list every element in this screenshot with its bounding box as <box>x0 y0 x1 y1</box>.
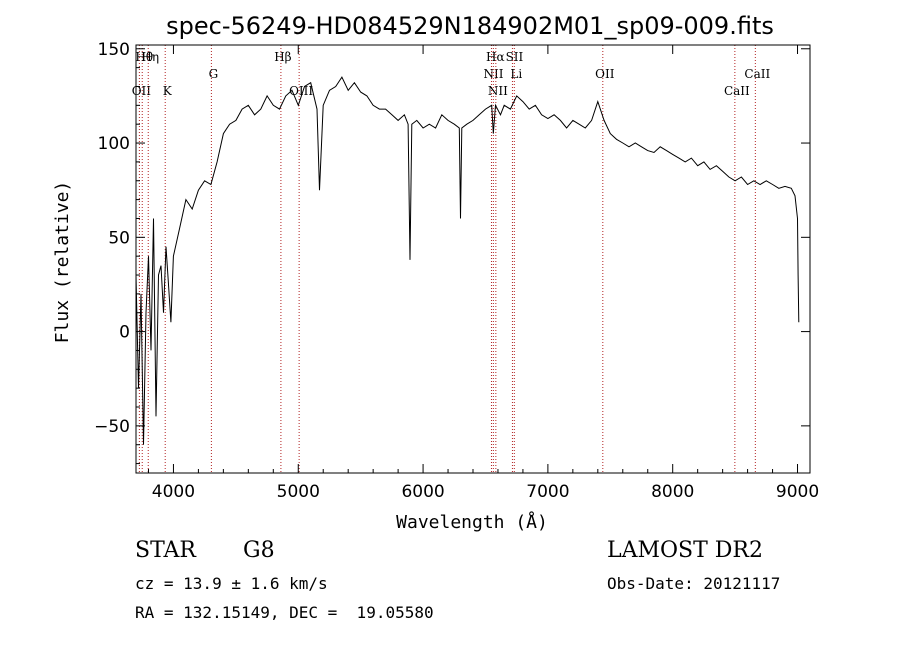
spectral-line-label-14: CaII <box>744 67 770 81</box>
spectral-line-label-2: Hη <box>141 50 159 64</box>
x-tick-label-0: 4000 <box>152 482 195 502</box>
x-axis-label: Wavelength (Å) <box>396 511 548 533</box>
x-tick-label-5: 9000 <box>776 482 819 502</box>
observation-date: Obs-Date: 20121117 <box>607 574 781 593</box>
spectral-line-label-12: OII <box>595 67 615 81</box>
spectral-line-label-11: Li <box>510 67 522 81</box>
chart-title: spec-56249-HD084529N184902M01_sp09-009.f… <box>166 12 774 40</box>
spectral-line-label-0: OII <box>132 84 152 98</box>
y-axis-label: Flux (relative) <box>52 181 73 344</box>
y-axis-ticks: −50 0 50 100 150 <box>94 40 810 465</box>
x-tick-label-1: 5000 <box>277 482 320 502</box>
spectral-line-label-4: G <box>209 67 219 81</box>
spectral-line-label-13: CaII <box>724 84 750 98</box>
y-tick-label-4: 150 <box>98 40 130 60</box>
y-tick-label-0: −50 <box>94 417 130 437</box>
object-class: STAR <box>135 538 196 563</box>
x-tick-label-3: 7000 <box>526 482 569 502</box>
x-axis-ticks: 4000 5000 6000 7000 8000 9000 <box>147 45 819 502</box>
spectral-line-label-6: OIII <box>289 84 313 98</box>
spectral-line-label-9: NII <box>488 84 508 98</box>
object-subclass: G8 <box>243 538 275 563</box>
x-tick-label-4: 8000 <box>651 482 694 502</box>
survey-name: LAMOST DR2 <box>607 538 763 563</box>
spectral-line-markers: OIIHθHηKGHβOIIINIIHαNIISIILiOIICaIICaII <box>132 45 770 473</box>
spectrum-series-line <box>135 76 800 445</box>
y-tick-label-1: 0 <box>119 323 130 343</box>
spectral-line-label-3: K <box>163 84 173 98</box>
y-tick-label-2: 50 <box>108 228 130 248</box>
coordinates: RA = 132.15149, DEC = 19.05580 <box>135 603 434 622</box>
plot-frame <box>135 44 811 474</box>
y-tick-label-3: 100 <box>98 134 130 154</box>
redshift-value: cz = 13.9 ± 1.6 km/s <box>135 574 328 593</box>
spectral-line-label-5: Hβ <box>274 50 291 64</box>
x-tick-label-2: 6000 <box>401 482 444 502</box>
spectrum-chart: spec-56249-HD084529N184902M01_sp09-009.f… <box>52 12 819 533</box>
spectral-line-label-7: NII <box>483 67 503 81</box>
